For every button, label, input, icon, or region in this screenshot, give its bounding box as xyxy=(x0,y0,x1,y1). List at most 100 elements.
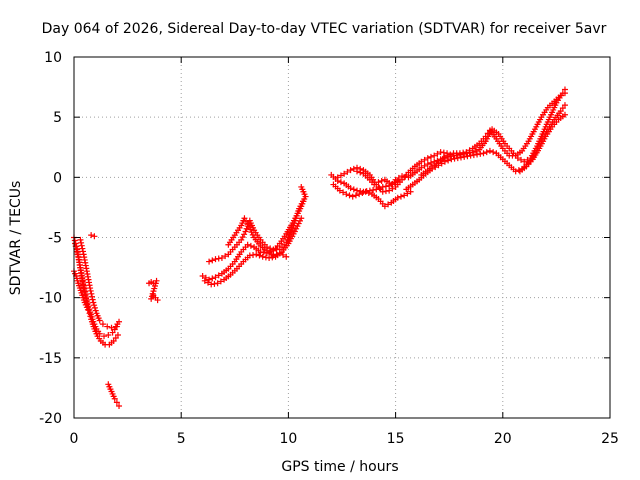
data-point xyxy=(85,307,92,314)
y-tick-label: -15 xyxy=(39,351,62,367)
data-point xyxy=(77,236,84,243)
data-point xyxy=(78,242,85,249)
data-point xyxy=(248,229,255,236)
data-point xyxy=(399,173,406,180)
data-point xyxy=(480,150,487,157)
data-point xyxy=(347,185,354,192)
data-point xyxy=(101,333,108,340)
data-point xyxy=(74,251,81,258)
grid xyxy=(74,57,610,418)
data-point xyxy=(561,90,568,97)
data-point xyxy=(112,334,119,341)
data-point xyxy=(259,253,266,260)
data-point xyxy=(243,218,250,225)
x-tick-label: 20 xyxy=(494,431,512,447)
y-tick-label: 0 xyxy=(53,170,62,186)
data-point xyxy=(245,223,252,230)
x-axis-label: GPS time / hours xyxy=(281,459,398,475)
data-point xyxy=(490,149,497,156)
data-point xyxy=(280,251,287,258)
data-point xyxy=(244,241,251,248)
data-point xyxy=(474,151,481,158)
data-point xyxy=(110,337,117,344)
data-point xyxy=(438,160,445,167)
data-point xyxy=(88,232,95,239)
data-point xyxy=(371,181,378,188)
data-point xyxy=(466,147,473,154)
data-point xyxy=(460,149,467,156)
data-point xyxy=(344,168,351,175)
data-point xyxy=(477,150,484,157)
data-point xyxy=(96,317,103,324)
data-point xyxy=(256,252,263,259)
data-point xyxy=(104,323,111,330)
data-point xyxy=(116,318,123,325)
data-point xyxy=(211,280,218,287)
data-point xyxy=(421,162,428,169)
data-point xyxy=(421,156,428,163)
data-point xyxy=(222,253,229,260)
data-point xyxy=(205,279,211,286)
data-point xyxy=(357,169,364,176)
data-point xyxy=(79,245,86,252)
data-point xyxy=(359,189,366,196)
data-point xyxy=(386,187,393,194)
data-point xyxy=(431,152,438,159)
data-point xyxy=(350,165,357,172)
data-point xyxy=(218,254,225,261)
data-point xyxy=(87,285,94,292)
data-point xyxy=(461,153,468,160)
data-point xyxy=(202,274,209,281)
data-point xyxy=(209,257,216,264)
data-point xyxy=(352,192,359,199)
data-point xyxy=(105,331,112,338)
data-point xyxy=(109,329,116,336)
data-point xyxy=(524,156,531,163)
x-tick-label: 0 xyxy=(70,431,79,447)
data-point xyxy=(91,302,98,309)
series-13 xyxy=(334,149,451,195)
data-point xyxy=(395,174,402,181)
data-point xyxy=(116,402,123,409)
data-point xyxy=(376,185,383,192)
x-tick-label: 10 xyxy=(279,431,297,447)
data-point xyxy=(349,193,356,200)
series-5 xyxy=(105,381,123,409)
y-tick-label: -10 xyxy=(39,291,62,307)
data-point xyxy=(483,149,490,156)
ticks: 0 5 10 15 20 25 -20 -15 -10 -5 0 5 10 xyxy=(39,50,619,447)
data-point xyxy=(382,188,389,195)
data-point xyxy=(454,155,461,162)
data-point xyxy=(341,170,348,177)
data-point xyxy=(208,281,215,288)
data-point xyxy=(440,149,447,156)
series-18 xyxy=(516,111,568,175)
data-point xyxy=(244,221,251,228)
x-tick-label: 15 xyxy=(387,431,405,447)
data-point xyxy=(484,130,491,137)
data-point xyxy=(91,304,98,311)
data-point xyxy=(337,172,344,179)
data-point xyxy=(247,242,254,249)
data-point xyxy=(87,313,94,320)
data-point xyxy=(397,193,404,200)
series-10 xyxy=(225,215,290,260)
data-point xyxy=(260,249,267,256)
data-point xyxy=(424,161,431,168)
y-tick-label: -20 xyxy=(39,411,62,427)
data-point xyxy=(445,157,452,164)
data-point xyxy=(80,248,87,255)
y-tick-label: 5 xyxy=(53,110,62,126)
data-point xyxy=(354,168,361,175)
data-point xyxy=(521,158,528,165)
data-point xyxy=(74,248,81,255)
data-point xyxy=(246,252,253,259)
data-point xyxy=(440,155,447,162)
data-point xyxy=(394,194,401,201)
data-point xyxy=(209,275,216,282)
data-point xyxy=(270,252,277,259)
data-point xyxy=(273,251,280,258)
data-point xyxy=(111,326,118,333)
